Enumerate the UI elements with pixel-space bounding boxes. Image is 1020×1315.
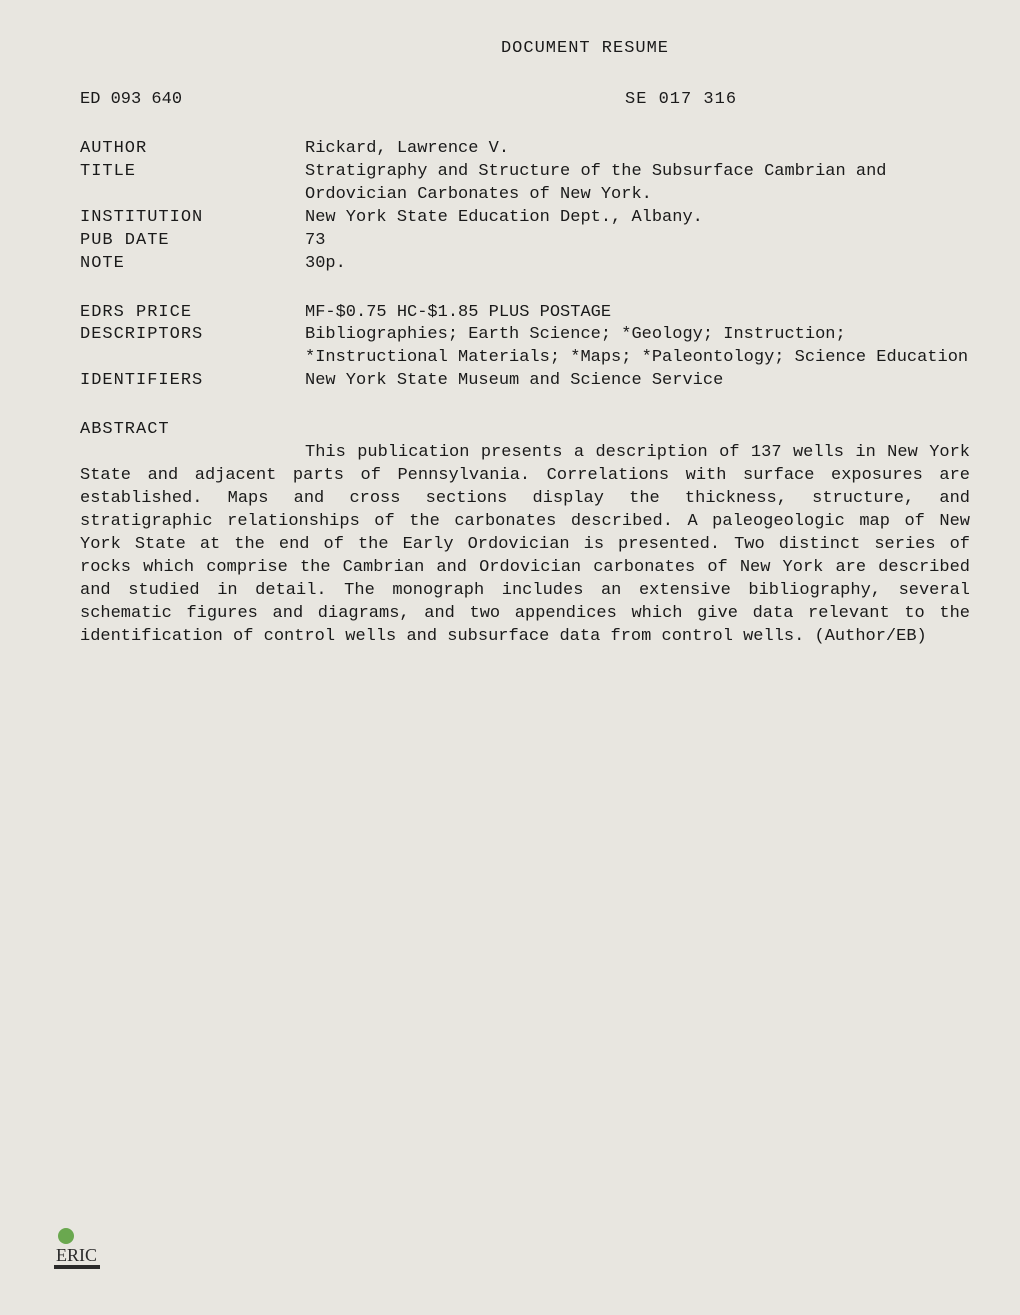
institution-row: INSTITUTION New York State Education Dep… [80, 207, 970, 230]
pub-date-value: 73 [305, 230, 970, 253]
edrs-price-row: EDRS PRICE MF-$0.75 HC-$1.85 PLUS POSTAG… [80, 302, 970, 325]
abstract-body: This publication presents a description … [80, 442, 970, 648]
note-label: NOTE [80, 253, 305, 276]
abstract-label: ABSTRACT [80, 419, 970, 442]
eric-logo-icon: ERIC [52, 1223, 102, 1273]
author-label: AUTHOR [80, 138, 305, 161]
eric-logo-text: ERIC [56, 1245, 97, 1265]
descriptors-value: Bibliographies; Earth Science; *Geology;… [305, 324, 970, 370]
metadata-block-1: AUTHOR Rickard, Lawrence V. TITLE Strati… [80, 138, 970, 276]
pub-date-row: PUB DATE 73 [80, 230, 970, 253]
title-value: Stratigraphy and Structure of the Subsur… [305, 161, 970, 207]
pub-date-label: PUB DATE [80, 230, 305, 253]
institution-value: New York State Education Dept., Albany. [305, 207, 970, 230]
author-row: AUTHOR Rickard, Lawrence V. [80, 138, 970, 161]
metadata-block-2: EDRS PRICE MF-$0.75 HC-$1.85 PLUS POSTAG… [80, 302, 970, 394]
id-row: ED 093 640 SE 017 316 [80, 89, 970, 112]
abstract-section: ABSTRACT This publication presents a des… [80, 419, 970, 648]
descriptors-row: DESCRIPTORS Bibliographies; Earth Scienc… [80, 324, 970, 370]
document-header: DOCUMENT RESUME [200, 38, 970, 61]
note-row: NOTE 30p. [80, 253, 970, 276]
institution-label: INSTITUTION [80, 207, 305, 230]
ed-number: ED 093 640 [80, 89, 305, 112]
identifiers-row: IDENTIFIERS New York State Museum and Sc… [80, 370, 970, 393]
se-number: SE 017 316 [625, 89, 737, 112]
edrs-price-value: MF-$0.75 HC-$1.85 PLUS POSTAGE [305, 302, 970, 325]
author-value: Rickard, Lawrence V. [305, 138, 970, 161]
identifiers-value: New York State Museum and Science Servic… [305, 370, 970, 393]
title-row: TITLE Stratigraphy and Structure of the … [80, 161, 970, 207]
identifiers-label: IDENTIFIERS [80, 370, 305, 393]
abstract-text: This publication presents a description … [80, 443, 970, 646]
descriptors-label: DESCRIPTORS [80, 324, 305, 370]
edrs-price-label: EDRS PRICE [80, 302, 305, 325]
note-value: 30p. [305, 253, 970, 276]
title-label: TITLE [80, 161, 305, 207]
